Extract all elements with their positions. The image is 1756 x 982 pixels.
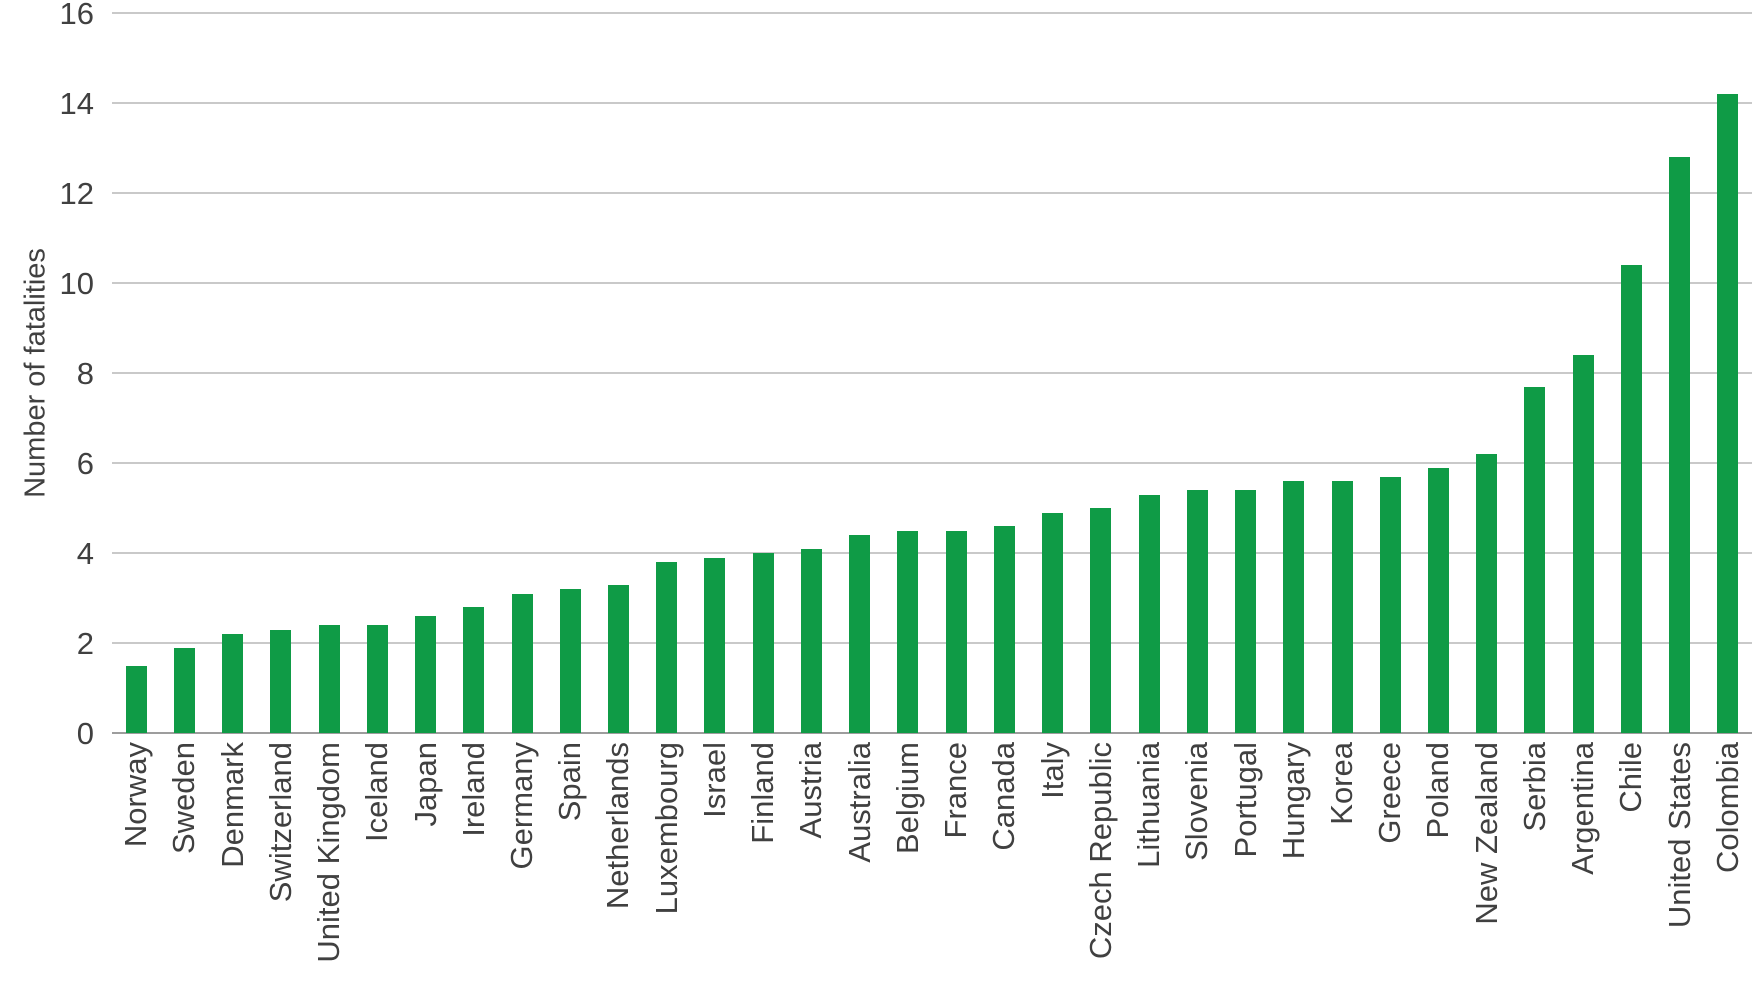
x-label-italy: Italy <box>1034 742 1070 799</box>
bar-denmark <box>222 634 244 733</box>
x-label-argentina: Argentina <box>1565 742 1601 875</box>
bar-slovenia <box>1186 490 1208 733</box>
bar-lithuania <box>1138 494 1160 733</box>
gridline-14 <box>112 102 1752 104</box>
y-tick-label-2: 2 <box>76 626 94 661</box>
x-label-germany: Germany <box>504 742 539 870</box>
bar-switzerland <box>270 629 292 733</box>
gridline-2 <box>112 642 1752 644</box>
bar-sweden <box>173 647 195 733</box>
gridline-16 <box>112 12 1752 14</box>
y-tick-label-4: 4 <box>76 536 94 571</box>
y-tick-label-8: 8 <box>76 356 94 391</box>
x-label-united-states: United States <box>1661 742 1697 929</box>
bar-israel <box>704 557 726 733</box>
x-label-denmark: Denmark <box>214 742 250 868</box>
x-label-belgium: Belgium <box>889 742 925 854</box>
x-label-france: France <box>938 742 974 839</box>
bar-canada <box>993 526 1015 733</box>
x-label-canada: Canada <box>986 742 1022 851</box>
x-label-netherlands: Netherlands <box>600 742 636 910</box>
x-label-new-zealand: New Zealand <box>1468 742 1504 925</box>
x-label-greece: Greece <box>1372 742 1408 844</box>
gridline-8 <box>112 372 1752 374</box>
x-label-israel: Israel <box>696 742 732 818</box>
y-tick-label-14: 14 <box>59 86 94 121</box>
bar-norway <box>125 665 147 733</box>
bar-new-zealand <box>1476 454 1498 733</box>
bar-hungary <box>1283 481 1305 733</box>
x-label-lithuania: Lithuania <box>1131 742 1167 868</box>
gridline-10 <box>112 282 1752 284</box>
bar-france <box>945 530 967 733</box>
gridline-6 <box>112 462 1752 464</box>
x-label-united-kingdom: United Kingdom <box>311 742 347 963</box>
bar-luxembourg <box>656 562 678 733</box>
bar-germany <box>511 593 533 733</box>
x-label-australia: Australia <box>841 742 877 863</box>
y-tick-label-0: 0 <box>76 716 94 751</box>
x-label-czech-republic: Czech Republic <box>1082 742 1118 960</box>
y-tick-label-10: 10 <box>59 266 94 301</box>
y-tick-label-16: 16 <box>59 0 94 31</box>
bar-chile <box>1620 265 1642 733</box>
bar-portugal <box>1235 490 1257 733</box>
x-label-switzerland: Switzerland <box>262 742 298 903</box>
bar-ireland <box>463 607 485 733</box>
x-label-japan: Japan <box>407 742 443 827</box>
bar-finland <box>752 553 774 733</box>
x-label-poland: Poland <box>1420 742 1456 839</box>
bar-spain <box>559 589 581 733</box>
x-label-norway: Norway <box>118 742 154 848</box>
x-label-spain: Spain <box>552 742 588 822</box>
bar-belgium <box>897 530 919 733</box>
x-label-iceland: Iceland <box>359 742 395 842</box>
bar-argentina <box>1572 355 1594 733</box>
bar-serbia <box>1524 386 1546 733</box>
y-tick-label-6: 6 <box>76 446 94 481</box>
x-label-ireland: Ireland <box>455 742 491 837</box>
gridline-4 <box>112 552 1752 554</box>
bar-japan <box>415 616 437 733</box>
bar-poland <box>1427 467 1449 733</box>
x-label-colombia: Colombia <box>1709 742 1745 873</box>
x-label-finland: Finland <box>745 742 781 844</box>
bar-australia <box>849 535 871 733</box>
bar-austria <box>800 548 822 733</box>
x-label-serbia: Serbia <box>1516 742 1552 832</box>
bar-netherlands <box>607 584 629 733</box>
y-tick-label-12: 12 <box>59 176 94 211</box>
bar-colombia <box>1717 94 1739 733</box>
x-label-portugal: Portugal <box>1227 742 1263 858</box>
gridline-12 <box>112 192 1752 194</box>
bar-italy <box>1042 512 1064 733</box>
x-label-korea: Korea <box>1324 742 1359 825</box>
x-label-sweden: Sweden <box>166 742 202 855</box>
x-label-chile: Chile <box>1613 742 1649 813</box>
x-label-hungary: Hungary <box>1275 742 1311 860</box>
gridline-0 <box>112 732 1752 734</box>
bar-korea <box>1331 481 1353 733</box>
bar-iceland <box>366 625 388 733</box>
x-label-luxembourg: Luxembourg <box>648 742 684 915</box>
bar-czech-republic <box>1090 508 1112 733</box>
bar-united-kingdom <box>318 625 340 733</box>
x-label-austria: Austria <box>793 742 829 839</box>
bar-united-states <box>1669 157 1691 733</box>
x-label-slovenia: Slovenia <box>1179 742 1215 861</box>
bar-greece <box>1379 476 1401 733</box>
